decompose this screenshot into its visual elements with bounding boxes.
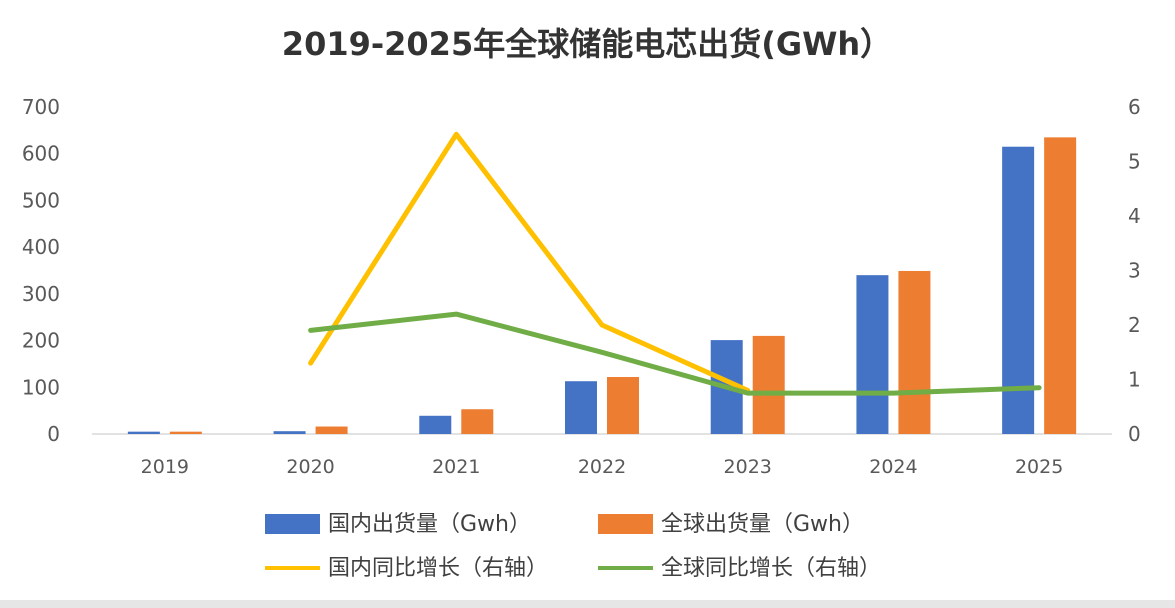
- bar-global-2023: [752, 335, 785, 434]
- category-label: 2022: [578, 456, 626, 478]
- bars-layer: [127, 137, 1077, 434]
- left-tick-label: 600: [22, 142, 60, 166]
- bar-domestic-2024: [856, 275, 889, 434]
- category-label: 2025: [1015, 456, 1063, 478]
- left-tick-label: 300: [22, 282, 60, 306]
- right-tick-label: 0: [1128, 422, 1141, 446]
- left-tick-label: 700: [22, 95, 60, 119]
- left-axis-ticks: 0 100 200 300 400 500 600 700: [22, 95, 60, 446]
- line-domestic-growth: [308, 131, 751, 393]
- left-tick-label: 500: [22, 188, 60, 212]
- right-tick-label: 5: [1128, 150, 1141, 174]
- right-axis-ticks: 0 1 2 3 4 5 6: [1128, 95, 1141, 446]
- right-tick-label: 1: [1128, 368, 1141, 392]
- category-label: 2020: [286, 456, 334, 478]
- bar-domestic-2021: [419, 415, 452, 434]
- left-tick-label: 0: [47, 422, 60, 446]
- legend-label-global-shipment: 全球出货量（Gwh）: [661, 512, 864, 537]
- bar-global-2021: [461, 409, 494, 434]
- bar-domestic-2019: [127, 431, 160, 434]
- x-axis-category-labels: 2019 2020 2021 2022 2023 2024 2025: [141, 456, 1064, 478]
- legend-swatch-domestic-shipment: [265, 514, 320, 534]
- bar-domestic-2022: [565, 381, 597, 434]
- legend-label-domestic-growth: 国内同比增长（右轴）: [328, 556, 548, 581]
- right-tick-label: 2: [1128, 313, 1141, 337]
- category-label: 2021: [432, 456, 480, 478]
- right-tick-label: 4: [1128, 204, 1141, 228]
- bar-global-2020: [315, 426, 348, 434]
- category-label: 2019: [141, 456, 189, 478]
- bar-domestic-2020: [273, 431, 306, 434]
- right-tick-label: 3: [1128, 259, 1141, 283]
- bar-global-2019: [169, 431, 202, 434]
- lines-layer: [308, 131, 1042, 396]
- bar-global-2025: [1044, 137, 1077, 434]
- left-tick-label: 400: [22, 235, 60, 259]
- category-label: 2024: [869, 456, 917, 478]
- bar-global-2024: [898, 270, 931, 434]
- line-global-growth: [308, 311, 1042, 396]
- legend-label-global-growth: 全球同比增长（右轴）: [661, 556, 881, 581]
- left-tick-label: 200: [22, 329, 60, 353]
- chart-title: 2019-2025年全球储能电芯出货(GWh）: [282, 25, 892, 63]
- right-tick-label: 6: [1128, 95, 1141, 119]
- legend-swatch-global-shipment: [598, 514, 653, 534]
- legend: 国内出货量（Gwh） 全球出货量（Gwh） 国内同比增长（右轴） 全球同比增长（…: [265, 512, 881, 581]
- left-tick-label: 100: [22, 375, 60, 399]
- bottom-divider: [0, 600, 1175, 608]
- legend-label-domestic-shipment: 国内出货量（Gwh）: [328, 512, 531, 537]
- bar-global-2022: [607, 377, 639, 434]
- category-label: 2023: [724, 456, 772, 478]
